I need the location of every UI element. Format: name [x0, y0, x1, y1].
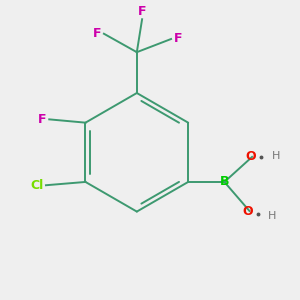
Text: F: F [138, 5, 146, 18]
Text: H: H [272, 151, 280, 160]
Text: F: F [93, 27, 101, 40]
Text: F: F [174, 32, 182, 46]
Text: O: O [243, 205, 254, 218]
Text: O: O [245, 150, 256, 163]
Text: B: B [220, 176, 229, 188]
Text: F: F [38, 113, 46, 126]
Text: Cl: Cl [30, 179, 43, 192]
Text: H: H [268, 211, 276, 221]
